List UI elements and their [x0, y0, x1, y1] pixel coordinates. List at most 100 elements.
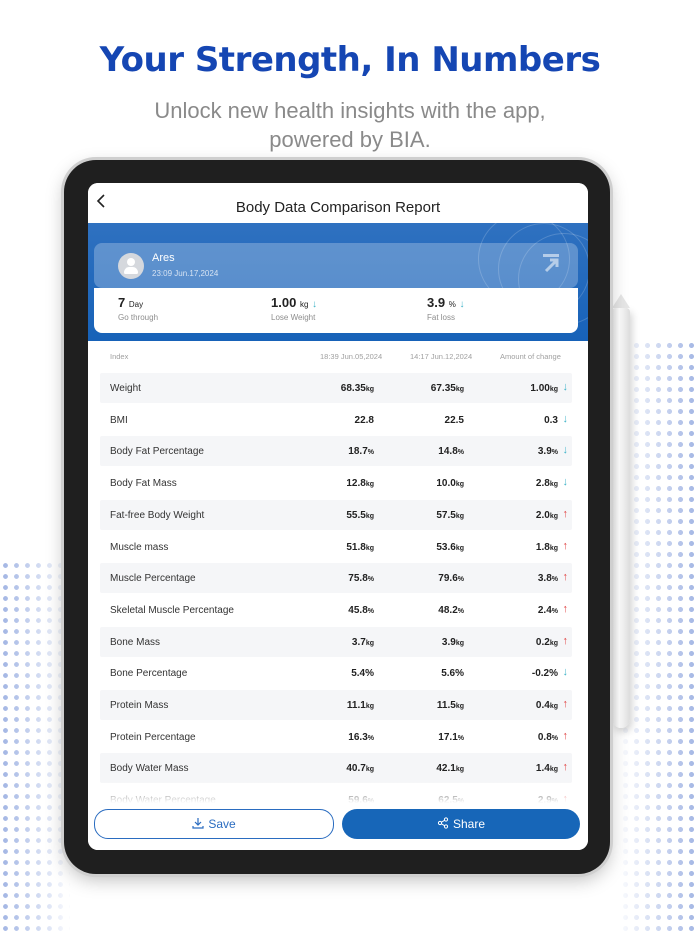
arrow-down-icon: ↓: [562, 666, 569, 679]
table-row: Body Fat Percentage 18.7% 14.8% 3.9% ↓: [100, 436, 572, 467]
stat-days: 7 Day Go through: [118, 295, 159, 322]
row-value-b: 11.5kg: [436, 700, 464, 711]
arrow-up-icon: ↑: [562, 507, 569, 520]
row-value-a: 16.3%: [348, 731, 374, 743]
table-row: Muscle mass 51.8kg 53.6kg 1.8kg ↑: [100, 532, 572, 562]
stat-weight: 1.00 kg ↓ Lose Weight: [271, 295, 318, 322]
table-row: Fat-free Body Weight 55.5kg 57.5kg 2.0kg ↑: [100, 499, 572, 530]
row-value-b: 67.35kg: [430, 383, 464, 394]
table-header: Index 18:39 Jun.05,2024 14:17 Jun.12,202…: [94, 341, 578, 371]
save-button[interactable]: Save: [94, 809, 334, 839]
stat-fat: 3.9 % ↓ Fat loss: [427, 295, 465, 322]
table-row: BMI 22.8 22.5 0.3 ↓: [100, 405, 572, 435]
arrow-down-icon: ↓: [562, 476, 569, 489]
marketing-subheadline: Unlock new health insights with the app,…: [154, 98, 546, 152]
row-change: 0.3: [544, 414, 558, 426]
table-row: Protein Mass 11.1kg 11.5kg 0.4kg ↑: [100, 690, 572, 720]
row-change: 1.4kg: [535, 763, 558, 775]
table-row: Bone Percentage 5.4% 5.6% -0.2% ↓: [100, 658, 572, 688]
row-value-b: 57.5kg: [436, 509, 464, 521]
arrow-down-icon: ↓: [459, 299, 465, 310]
row-change: 0.4kg: [535, 700, 558, 711]
row-value-b: 79.6%: [438, 573, 464, 585]
row-change: 0.8%: [537, 731, 558, 743]
row-value-b: 42.1kg: [436, 763, 464, 775]
row-value-b: 10.0kg: [436, 478, 464, 490]
stylus-pencil: [612, 294, 630, 728]
table-row: Skeletal Muscle Percentage 45.8% 48.2% 2.4%…: [100, 595, 572, 625]
arrow-up-icon: ↑: [562, 698, 569, 710]
row-value-a: 55.5kg: [346, 509, 374, 521]
app-screen: Body Data Comparison Report Ares 23:09 J…: [88, 183, 588, 850]
row-change: 1.00kg: [530, 383, 558, 394]
share-button[interactable]: Share: [342, 809, 580, 839]
row-index-name: Bone Percentage: [110, 668, 188, 680]
page-title: Body Data Comparison Report: [235, 199, 441, 216]
row-value-a: 3.7kg: [351, 636, 374, 648]
row-value-b: 5.6%: [441, 668, 464, 680]
row-index-name: Muscle mass: [110, 541, 169, 553]
row-change: 2.8kg: [535, 478, 558, 490]
row-change: 1.8kg: [535, 541, 558, 553]
row-index-name: Body Fat Percentage: [110, 446, 204, 458]
row-index-name: Protein Mass: [110, 700, 169, 711]
arrow-down-icon: ↓: [562, 381, 569, 393]
arrow-down-icon: ↓: [312, 299, 318, 310]
brand-arrow-icon: [540, 251, 562, 275]
row-change: 3.8%: [537, 573, 558, 585]
header-date-b: 14:17 Jun.12,2024: [410, 352, 473, 361]
marketing-headline: Your Strength, In Numbers: [99, 40, 601, 80]
table-row: Protein Percentage 16.3% 17.1% 0.8% ↑: [100, 722, 572, 752]
table-row: Body Fat Mass 12.8kg 10.0kg 2.8kg ↓: [100, 468, 572, 498]
row-index-name: Body Water Mass: [110, 763, 189, 775]
summary-card: [94, 288, 578, 333]
arrow-up-icon: ↑: [562, 634, 569, 647]
row-change: 0.2kg: [535, 636, 558, 648]
avatar: [118, 253, 144, 279]
user-card: [94, 243, 578, 288]
arrow-up-icon: ↑: [562, 602, 569, 615]
share-label: Share: [452, 817, 486, 831]
row-value-a: 51.8kg: [346, 541, 374, 553]
save-label: Save: [208, 817, 236, 831]
comparison-table[interactable]: Index 18:39 Jun.05,2024 14:17 Jun.12,202…: [94, 341, 578, 803]
row-value-b: 53.6kg: [436, 541, 464, 553]
table-row: Weight 68.35kg 67.35kg 1.00kg ↓: [100, 373, 572, 403]
row-value-b: 17.1%: [438, 731, 464, 743]
share-icon: [437, 810, 449, 840]
row-value-b: 48.2%: [438, 604, 464, 616]
row-value-a: 18.7%: [348, 446, 374, 458]
row-value-b: 22.5: [444, 414, 464, 426]
arrow-down-icon: ↓: [562, 412, 569, 425]
row-index-name: Skeletal Muscle Percentage: [110, 604, 234, 616]
header-date-a: 18:39 Jun.05,2024: [320, 352, 383, 361]
table-row: Bone Mass 3.7kg 3.9kg 0.2kg ↑: [100, 626, 572, 657]
row-index-name: Fat-free Body Weight: [110, 509, 205, 521]
row-value-a: 40.7kg: [346, 763, 374, 775]
row-value-b: 3.9kg: [441, 636, 464, 648]
decorative-dots-right: [620, 340, 700, 934]
row-change: 2.0kg: [535, 509, 558, 521]
row-index-name: Body Fat Mass: [110, 478, 177, 490]
row-change: -0.2%: [531, 668, 558, 680]
row-index-name: Bone Mass: [110, 636, 161, 648]
chevron-left-icon[interactable]: [92, 191, 112, 211]
row-index-name: Protein Percentage: [110, 731, 196, 743]
download-icon: [192, 811, 204, 839]
row-index-name: Weight: [110, 383, 141, 394]
arrow-up-icon: ↑: [562, 571, 569, 584]
row-change: 3.9%: [537, 446, 558, 458]
header-index: Index: [110, 352, 129, 361]
row-value-a: 5.4%: [351, 668, 374, 680]
row-value-a: 11.1kg: [346, 700, 374, 711]
arrow-up-icon: ↑: [562, 539, 569, 552]
table-row: Body Water Mass 40.7kg 42.1kg 1.4kg ↑: [100, 753, 572, 784]
decorative-dots-left: [0, 560, 70, 934]
arrow-up-icon: ↑: [562, 729, 569, 742]
row-value-a: 75.8%: [348, 573, 374, 585]
row-value-a: 12.8kg: [346, 478, 374, 490]
row-index-name: Muscle Percentage: [110, 573, 196, 585]
arrow-up-icon: ↑: [562, 761, 569, 774]
row-value-a: 68.35kg: [340, 383, 374, 394]
row-change: 2.4%: [537, 604, 558, 616]
